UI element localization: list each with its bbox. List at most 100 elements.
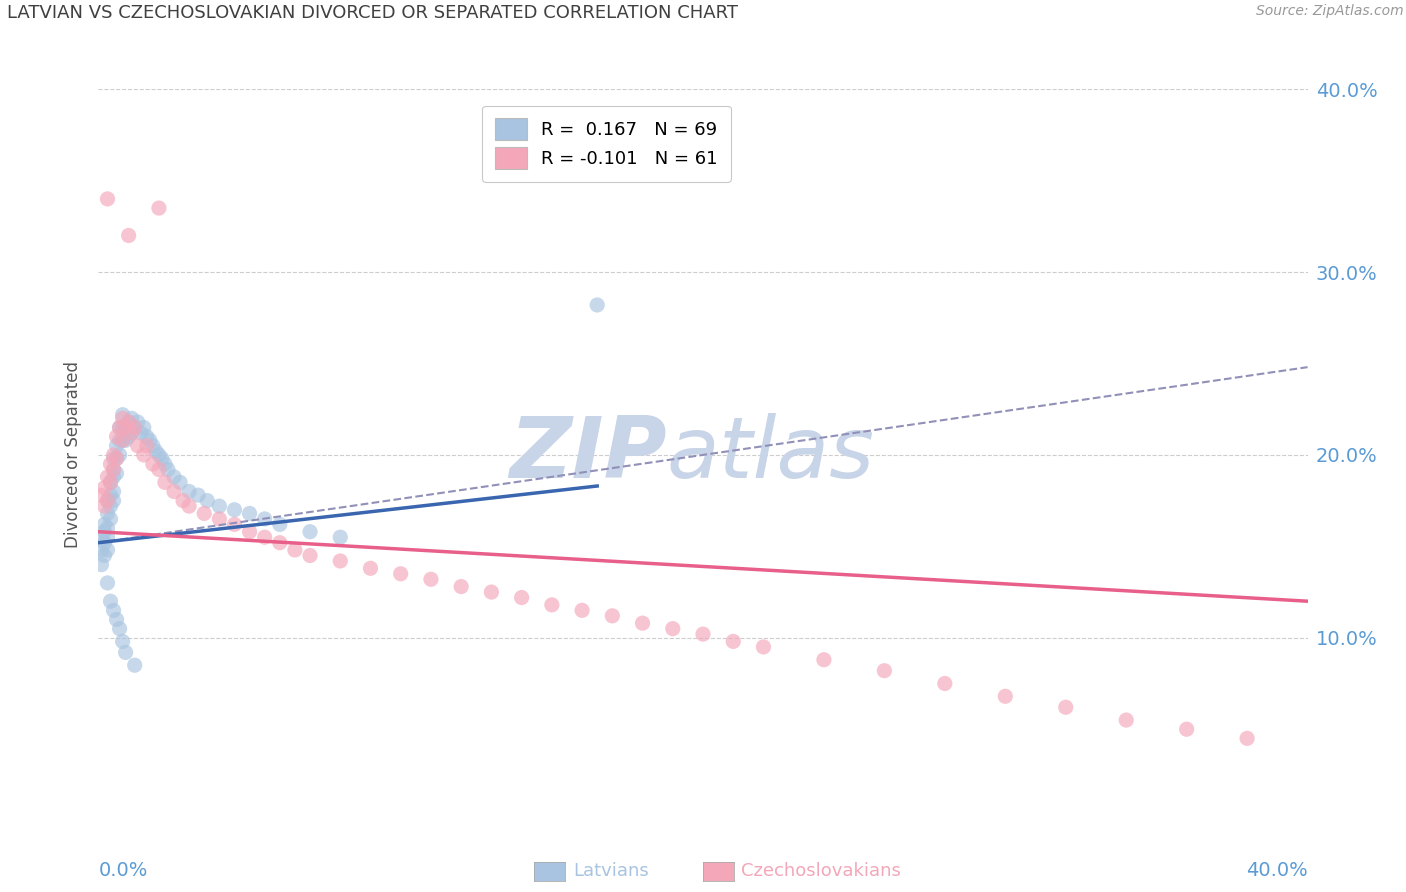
Point [111, 420, 134, 434]
Text: 40.0%: 40.0% [1246, 861, 1308, 880]
Point [163, 484, 186, 499]
Point [100, 512, 122, 526]
Point [111, 411, 134, 425]
Point [208, 499, 231, 513]
Text: Latvians: Latvians [574, 863, 650, 880]
Point [239, 524, 262, 539]
Point [299, 549, 322, 563]
Point [169, 475, 191, 490]
Y-axis label: Divorced or Separated: Divorced or Separated [65, 361, 83, 549]
Point [121, 425, 143, 440]
Point [156, 462, 179, 476]
Point [100, 475, 122, 490]
Point [239, 507, 262, 521]
Point [100, 475, 122, 490]
Point [253, 512, 276, 526]
Point [662, 622, 685, 636]
Point [135, 430, 157, 444]
Point [103, 462, 125, 476]
Point [193, 507, 215, 521]
Point [103, 603, 125, 617]
Point [118, 415, 141, 429]
Point [631, 616, 654, 631]
Point [111, 434, 134, 448]
Point [1115, 713, 1137, 727]
Point [105, 613, 128, 627]
Point [114, 645, 136, 659]
Point [121, 425, 143, 440]
Point [723, 634, 745, 648]
Text: ZIP: ZIP [509, 413, 666, 497]
Point [195, 493, 218, 508]
Point [148, 201, 170, 215]
Point [90, 530, 112, 544]
Point [93, 524, 115, 539]
Point [108, 434, 131, 448]
Point [571, 603, 593, 617]
Point [450, 580, 472, 594]
Point [118, 415, 141, 429]
Point [114, 434, 136, 448]
Point [1236, 731, 1258, 746]
Point [510, 591, 533, 605]
Point [299, 524, 322, 539]
Point [93, 481, 115, 495]
Point [142, 457, 165, 471]
Point [129, 425, 152, 440]
Point [420, 572, 443, 586]
Point [360, 561, 382, 575]
Point [179, 484, 201, 499]
Point [145, 444, 167, 458]
Point [103, 484, 125, 499]
Point [103, 448, 125, 462]
Point [100, 488, 122, 502]
Point [100, 457, 122, 471]
Point [96, 192, 118, 206]
Point [96, 521, 118, 535]
Point [105, 430, 128, 444]
Point [153, 475, 176, 490]
Point [172, 493, 194, 508]
Point [934, 676, 956, 690]
Point [142, 439, 165, 453]
Point [329, 530, 352, 544]
Point [124, 420, 146, 434]
Point [153, 457, 176, 471]
Point [90, 488, 112, 502]
Point [103, 493, 125, 508]
Point [132, 420, 155, 434]
Point [96, 543, 118, 558]
Point [114, 420, 136, 434]
Point [114, 420, 136, 434]
Point [179, 499, 201, 513]
Point [121, 411, 143, 425]
Point [96, 530, 118, 544]
Point [994, 690, 1017, 704]
Point [118, 228, 141, 243]
Point [224, 517, 246, 532]
Point [118, 430, 141, 444]
Point [90, 543, 112, 558]
Point [96, 576, 118, 591]
Text: atlas: atlas [666, 413, 875, 497]
Point [96, 493, 118, 508]
Point [127, 415, 149, 429]
Point [105, 451, 128, 466]
Point [389, 566, 412, 581]
Point [108, 448, 131, 462]
Point [96, 507, 118, 521]
Point [111, 408, 134, 422]
Point [269, 517, 291, 532]
Point [108, 420, 131, 434]
Point [329, 554, 352, 568]
Point [150, 451, 173, 466]
Point [148, 448, 170, 462]
Text: 0.0%: 0.0% [98, 861, 148, 880]
Point [873, 664, 896, 678]
Point [224, 502, 246, 516]
Point [124, 658, 146, 673]
Point [90, 558, 112, 572]
Point [105, 451, 128, 466]
Point [586, 298, 609, 312]
Point [139, 434, 162, 448]
